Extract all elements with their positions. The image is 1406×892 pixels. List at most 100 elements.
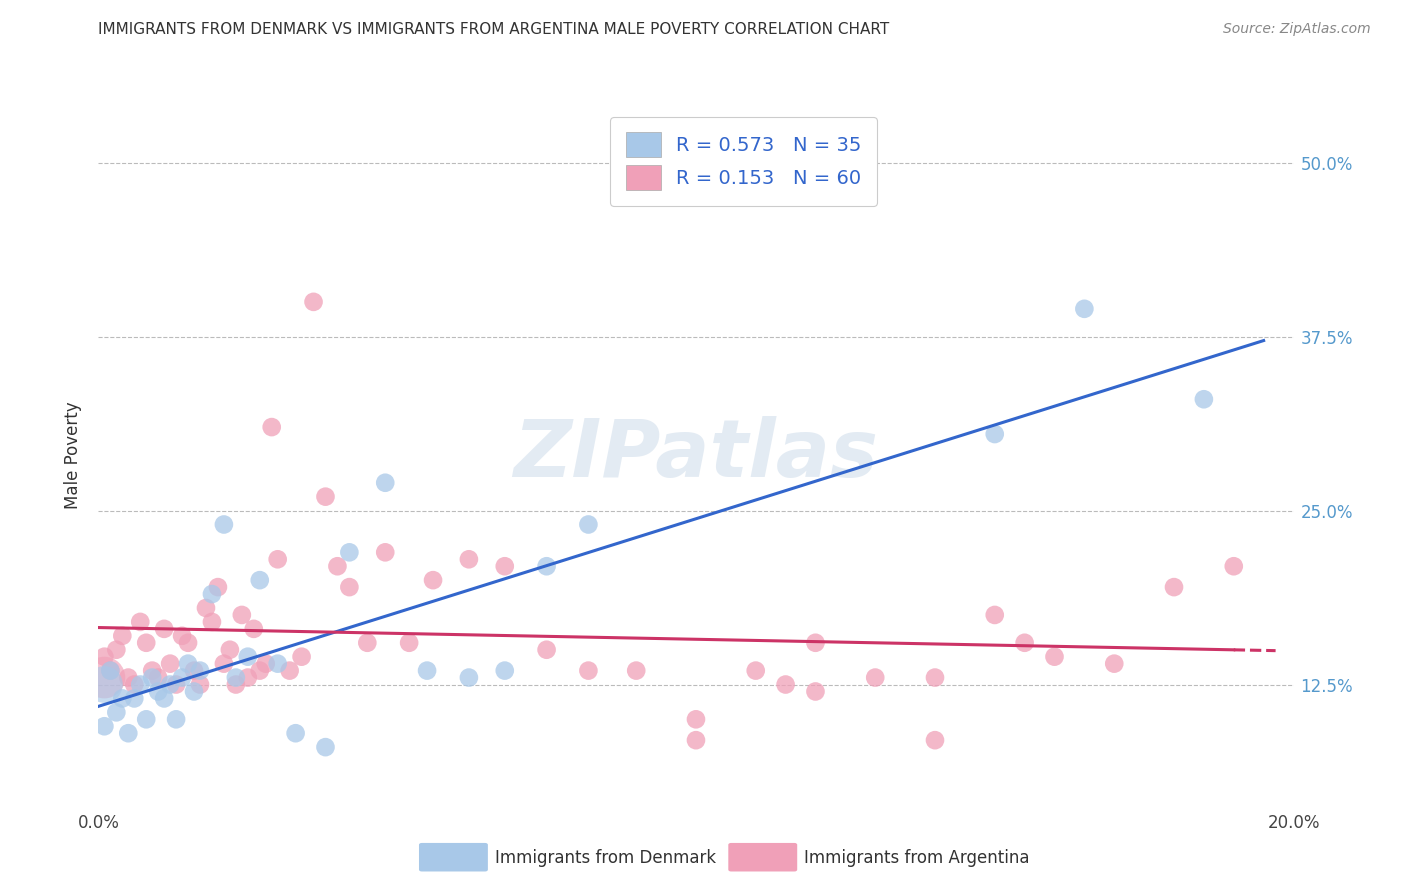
Point xyxy=(183,664,205,678)
Point xyxy=(260,420,283,434)
Point xyxy=(165,712,187,726)
Point xyxy=(536,559,558,574)
Point xyxy=(201,615,224,629)
Point xyxy=(865,671,887,685)
Point xyxy=(1192,392,1215,407)
Point xyxy=(100,664,122,678)
Point xyxy=(315,490,337,504)
Point xyxy=(267,552,290,566)
Point xyxy=(172,629,194,643)
Point xyxy=(422,573,444,587)
Point xyxy=(745,664,768,678)
Point xyxy=(339,545,360,559)
Point xyxy=(494,664,516,678)
Point xyxy=(356,636,378,650)
Point xyxy=(326,559,349,574)
Point xyxy=(201,587,224,601)
Point xyxy=(775,677,797,691)
Point xyxy=(117,671,139,685)
Text: IMMIGRANTS FROM DENMARK VS IMMIGRANTS FROM ARGENTINA MALE POVERTY CORRELATION CH: IMMIGRANTS FROM DENMARK VS IMMIGRANTS FR… xyxy=(98,22,890,37)
Point xyxy=(93,677,115,691)
Point xyxy=(105,706,128,720)
Y-axis label: Male Poverty: Male Poverty xyxy=(65,401,83,508)
Point xyxy=(578,517,600,532)
Text: ZIPatlas: ZIPatlas xyxy=(513,416,879,494)
Point xyxy=(1223,559,1246,574)
Point xyxy=(100,664,122,678)
Point xyxy=(458,552,481,566)
Point xyxy=(172,671,194,685)
Point xyxy=(536,642,558,657)
Point xyxy=(159,677,181,691)
Point xyxy=(124,691,146,706)
Point xyxy=(177,636,200,650)
Point xyxy=(153,622,176,636)
Point xyxy=(685,733,707,747)
Point xyxy=(124,677,146,691)
Point xyxy=(416,664,439,678)
Point xyxy=(249,664,271,678)
Point xyxy=(148,671,170,685)
Point xyxy=(219,642,242,657)
Point xyxy=(236,671,259,685)
Point xyxy=(804,636,827,650)
Point xyxy=(111,691,134,706)
Point xyxy=(195,601,218,615)
Point xyxy=(93,649,115,664)
Point xyxy=(129,615,152,629)
Point xyxy=(267,657,290,671)
Point xyxy=(141,671,163,685)
Point xyxy=(924,671,946,685)
Point xyxy=(315,740,337,755)
Point xyxy=(183,684,205,698)
Point xyxy=(1104,657,1126,671)
Point xyxy=(93,719,115,733)
Point xyxy=(339,580,360,594)
Point xyxy=(135,712,157,726)
Point xyxy=(153,691,176,706)
Point xyxy=(1163,580,1185,594)
Point xyxy=(984,607,1007,622)
Point xyxy=(111,629,134,643)
Point xyxy=(212,657,235,671)
Point xyxy=(374,475,396,490)
Point xyxy=(398,636,420,650)
Point xyxy=(225,677,247,691)
Point xyxy=(135,636,157,650)
Point xyxy=(177,657,200,671)
Point xyxy=(278,664,301,678)
Point xyxy=(578,664,600,678)
Point xyxy=(302,294,325,309)
Text: Source: ZipAtlas.com: Source: ZipAtlas.com xyxy=(1223,22,1371,37)
Point xyxy=(1043,649,1066,664)
Point xyxy=(129,677,152,691)
Point xyxy=(117,726,139,740)
Point xyxy=(212,517,235,532)
Point xyxy=(804,684,827,698)
Point xyxy=(284,726,307,740)
Point xyxy=(165,677,187,691)
Point xyxy=(494,559,516,574)
Text: Immigrants from Denmark: Immigrants from Denmark xyxy=(495,849,716,867)
Point xyxy=(243,622,266,636)
Point xyxy=(225,671,247,685)
Point xyxy=(207,580,229,594)
Point xyxy=(159,657,181,671)
Point xyxy=(188,677,211,691)
Text: Immigrants from Argentina: Immigrants from Argentina xyxy=(804,849,1029,867)
Point xyxy=(458,671,481,685)
Point xyxy=(93,671,115,685)
Point xyxy=(249,573,271,587)
Point xyxy=(374,545,396,559)
Point xyxy=(188,664,211,678)
Point xyxy=(626,664,648,678)
Legend: R = 0.573   N = 35, R = 0.153   N = 60: R = 0.573 N = 35, R = 0.153 N = 60 xyxy=(610,117,877,206)
Point xyxy=(291,649,314,664)
Point xyxy=(141,664,163,678)
Point xyxy=(105,642,128,657)
Point xyxy=(254,657,277,671)
Point xyxy=(984,427,1007,442)
Point xyxy=(1014,636,1036,650)
Point xyxy=(148,684,170,698)
Point xyxy=(1073,301,1095,316)
